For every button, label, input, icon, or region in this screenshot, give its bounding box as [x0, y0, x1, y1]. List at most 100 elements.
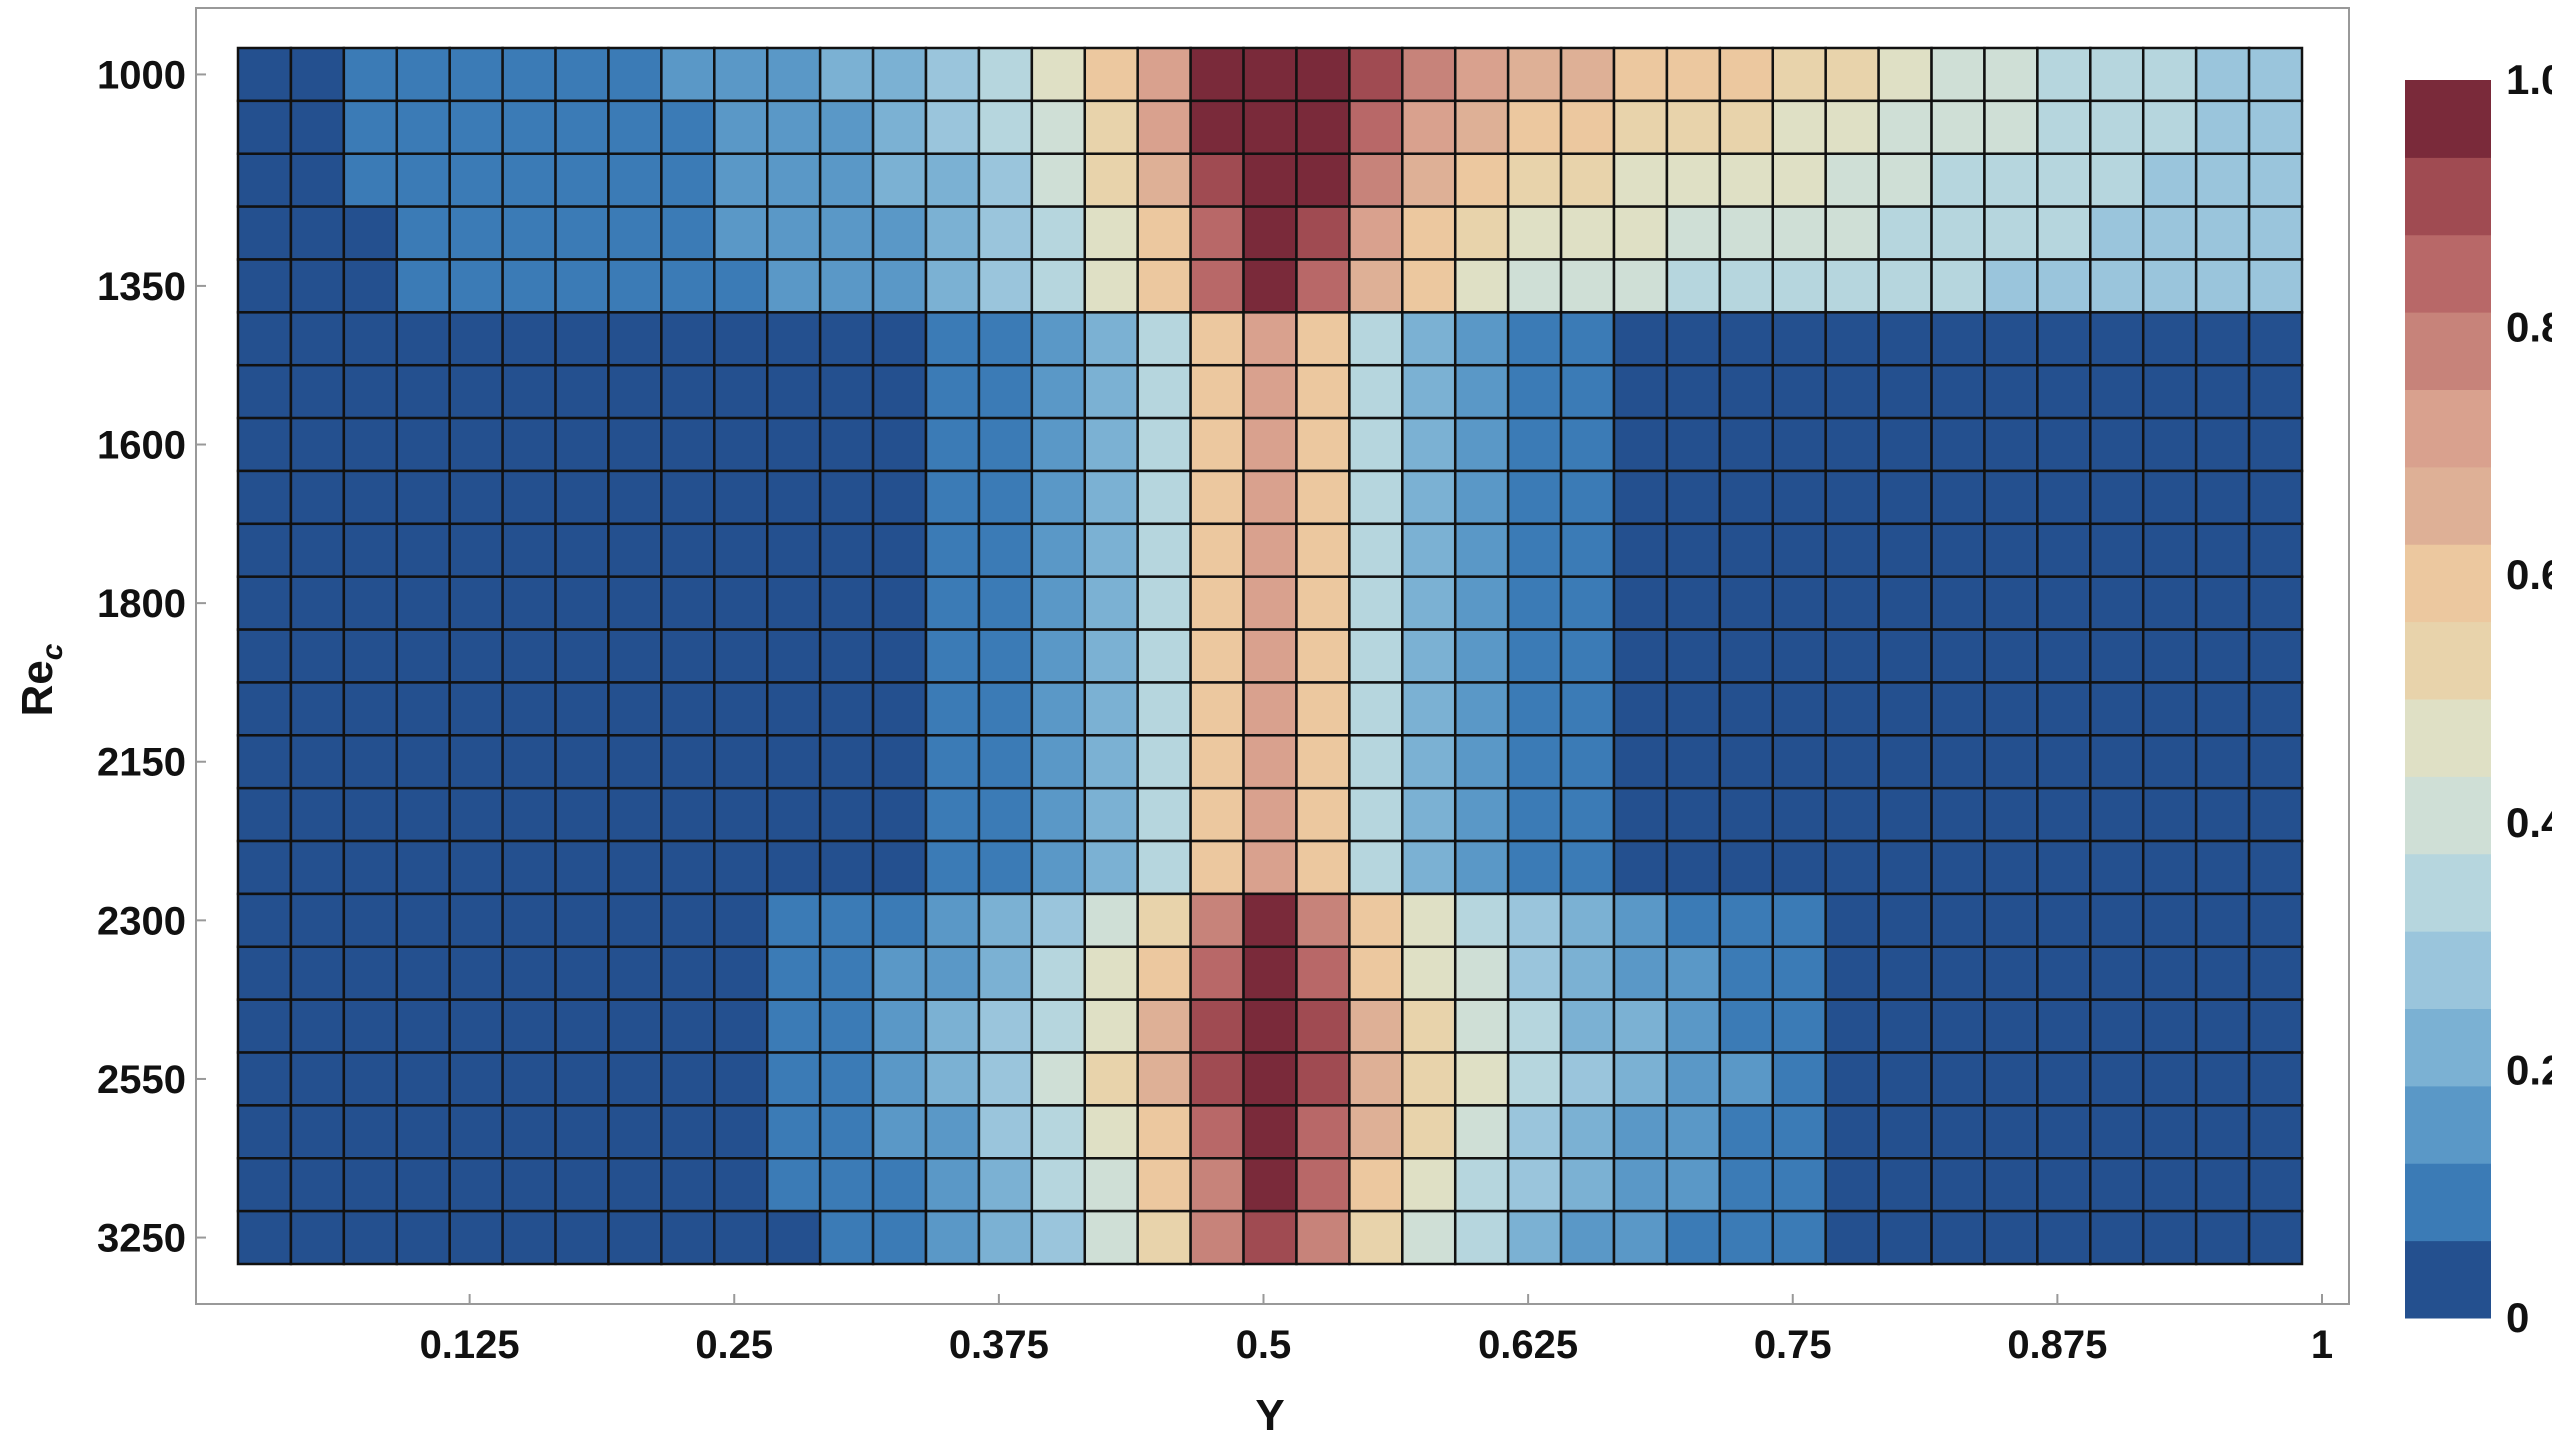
heatmap-cell [1189, 522, 1245, 578]
heatmap-cell [607, 363, 663, 420]
heatmap-cell [1242, 46, 1298, 103]
heatmap-cell [1242, 205, 1298, 261]
heatmap-cell [554, 99, 610, 155]
heatmap-cell [448, 522, 504, 578]
heatmap-cell [977, 681, 1034, 737]
heatmap-cell [1983, 628, 2039, 684]
heatmap-cell [1030, 416, 1087, 473]
heatmap-cell [1030, 258, 1087, 314]
heatmap-cell [1401, 892, 1457, 949]
heatmap-cell [1506, 1157, 1563, 1213]
heatmap-cell [1083, 734, 1139, 790]
heatmap-cell [2141, 786, 2198, 843]
heatmap-cell [1348, 1157, 1404, 1213]
heatmap-cell [2141, 152, 2198, 208]
heatmap-cell [2036, 522, 2092, 578]
heatmap-cell [1295, 99, 1351, 155]
heatmap-cell [1401, 99, 1457, 155]
heatmap-cell [1295, 892, 1351, 949]
heatmap-cell [713, 945, 769, 1001]
heatmap-cell [342, 46, 399, 103]
heatmap-cell [395, 99, 451, 155]
heatmap-cell [765, 416, 822, 473]
heatmap-cell [1401, 839, 1457, 896]
heatmap-cell [1030, 311, 1087, 367]
heatmap-cell [1136, 46, 1192, 103]
heatmap-cell [977, 892, 1034, 949]
heatmap-cell [1506, 681, 1563, 737]
heatmap-cell [713, 998, 769, 1054]
heatmap-cell [395, 1209, 451, 1266]
heatmap-cell [1983, 681, 2039, 737]
heatmap-cell [1877, 99, 1933, 155]
heatmap-cell [977, 522, 1034, 578]
heatmap-cell [871, 1209, 928, 1266]
heatmap-cell [1612, 46, 1669, 103]
heatmap-cell [1983, 1051, 2039, 1107]
heatmap-cell [818, 892, 875, 949]
heatmap-cell [1242, 99, 1298, 155]
heatmap-cell [236, 892, 293, 949]
heatmap-cell [1559, 152, 1616, 208]
heatmap-cell [1401, 786, 1457, 843]
heatmap-cell [1771, 839, 1827, 896]
heatmap-cell [1930, 998, 1986, 1054]
heatmap-cell [1136, 786, 1192, 843]
heatmap-cell [2247, 46, 2304, 103]
heatmap-cell [1983, 99, 2039, 155]
heatmap-cell [660, 469, 716, 526]
heatmap-cell [2089, 311, 2145, 367]
heatmap-cell [1771, 1051, 1827, 1107]
heatmap-cell [342, 734, 399, 790]
heatmap-cell [1983, 786, 2039, 843]
heatmap-cell [1718, 892, 1775, 949]
heatmap-cell [1612, 205, 1669, 261]
heatmap-cell [342, 469, 399, 526]
heatmap-cell [2247, 575, 2304, 631]
colorbar-ticks: 0 0.2 0.4 0.6 0.8 1.0 [2506, 56, 2552, 1341]
heatmap-cell [1083, 311, 1139, 367]
heatmap-cell [554, 205, 610, 261]
heatmap-cell [1030, 1157, 1087, 1213]
heatmap-cell [1983, 1209, 2039, 1266]
heatmap-cell [607, 522, 663, 578]
heatmap-cell [342, 1051, 399, 1107]
heatmap-cell [713, 892, 769, 949]
heatmap-cell [1930, 469, 1986, 526]
x-tick-label: 0.875 [2007, 1323, 2107, 1367]
heatmap-cell [1030, 998, 1087, 1054]
heatmap-cell [1665, 258, 1722, 314]
heatmap-cell [1295, 786, 1351, 843]
heatmap-cell [1718, 99, 1775, 155]
heatmap-cell [871, 152, 928, 208]
heatmap-cell [1559, 99, 1616, 155]
heatmap-cell [1083, 522, 1139, 578]
heatmap-cell [765, 46, 822, 103]
heatmap-cell [1930, 522, 1986, 578]
heatmap-cell [1136, 99, 1192, 155]
heatmap-cell [871, 522, 928, 578]
heatmap-cell [1612, 1157, 1669, 1213]
heatmap-cell [2089, 734, 2145, 790]
heatmap-cell [236, 363, 293, 420]
heatmap-cell [2194, 1051, 2251, 1107]
heatmap-cell [924, 311, 981, 367]
heatmap-cell [1665, 363, 1722, 420]
heatmap-cell [289, 1209, 346, 1266]
heatmap-cell [1506, 522, 1563, 578]
heatmap-cell [1401, 734, 1457, 790]
heatmap-cell [818, 786, 875, 843]
heatmap-cell [1824, 1209, 1880, 1266]
heatmap-cell [765, 892, 822, 949]
heatmap-cell [2036, 681, 2092, 737]
heatmap-cell [289, 628, 346, 684]
heatmap-cell [1718, 1051, 1775, 1107]
heatmap-cell [713, 205, 769, 261]
heatmap-cell [1930, 734, 1986, 790]
heatmap-cell [1559, 892, 1616, 949]
heatmap-cell [236, 734, 293, 790]
heatmap-cell [1718, 522, 1775, 578]
heatmap-cell [1136, 945, 1192, 1001]
heatmap-cell [554, 575, 610, 631]
heatmap-cell [1348, 469, 1404, 526]
